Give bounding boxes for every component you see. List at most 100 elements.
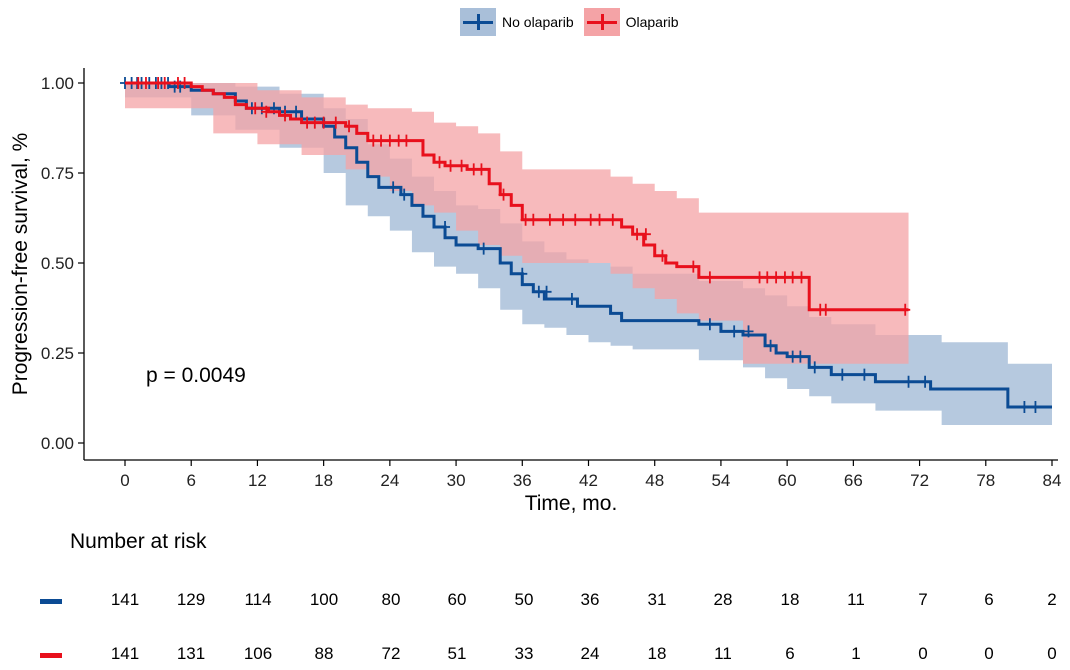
risk-cell: 141 xyxy=(110,590,140,609)
censor-mark-olaparib xyxy=(318,116,329,129)
risk-cell: 129 xyxy=(176,590,206,609)
censor-mark-no-olaparib xyxy=(440,221,451,233)
risk-cell: 1 xyxy=(851,644,861,663)
x-tick-label: 78 xyxy=(976,471,995,490)
risk-cell: 131 xyxy=(176,644,206,663)
risk-cell: 0 xyxy=(918,644,928,663)
risk-cell: 80 xyxy=(381,590,401,609)
censor-mark-no-olaparib xyxy=(1030,401,1041,413)
censor-mark-no-olaparib xyxy=(903,375,914,388)
x-tick-label: 0 xyxy=(120,471,129,490)
censor-mark-no-olaparib xyxy=(291,105,302,118)
censor-mark-olaparib xyxy=(159,77,170,89)
censor-mark-olaparib xyxy=(594,213,605,226)
risk-cell: 11 xyxy=(714,644,732,663)
censor-mark-olaparib xyxy=(688,260,699,273)
x-tick-label: 24 xyxy=(380,471,399,490)
risk-cell: 31 xyxy=(647,590,667,609)
risk-cell: 6 xyxy=(785,644,795,663)
risk-cell: 51 xyxy=(447,644,467,663)
censor-mark-no-olaparib xyxy=(920,375,931,388)
censor-mark-olaparib xyxy=(607,213,618,226)
censor-mark-olaparib xyxy=(498,188,509,201)
risk-cell: 33 xyxy=(514,644,534,663)
censor-mark-no-olaparib xyxy=(517,267,528,280)
censor-mark-no-olaparib xyxy=(1019,401,1030,413)
x-tick-label: 48 xyxy=(645,471,664,490)
censor-mark-no-olaparib xyxy=(765,339,776,352)
censor-mark-olaparib xyxy=(762,271,773,284)
censor-mark-olaparib xyxy=(704,271,715,284)
censor-mark-no-olaparib xyxy=(388,181,399,194)
survival-curve-no-olaparib xyxy=(125,81,1052,409)
censor-mark-no-olaparib xyxy=(566,293,577,305)
x-tick-label: 66 xyxy=(844,471,863,490)
censor-mark-olaparib xyxy=(771,271,782,284)
censor-mark-olaparib xyxy=(179,77,190,89)
risk-table-title: Number at risk xyxy=(70,530,207,553)
censor-mark-olaparib xyxy=(558,213,569,226)
risk-cell: 50 xyxy=(514,590,534,609)
censor-mark-no-olaparib xyxy=(859,368,870,381)
censor-mark-no-olaparib xyxy=(478,242,489,255)
censor-mark-no-olaparib xyxy=(795,350,806,363)
y-tick-label: 0.50 xyxy=(41,254,74,273)
censor-mark-olaparib xyxy=(261,105,272,118)
y-tick-label: 0.00 xyxy=(41,434,74,453)
censor-mark-olaparib xyxy=(900,303,911,316)
censor-mark-olaparib xyxy=(657,249,668,262)
censor-mark-olaparib xyxy=(445,159,456,172)
censor-mark-olaparib xyxy=(640,228,651,241)
censor-mark-olaparib xyxy=(796,271,807,284)
censor-mark-olaparib xyxy=(384,134,395,147)
censor-mark-no-olaparib xyxy=(743,325,754,338)
risk-cell: 60 xyxy=(447,590,467,609)
risk-cell: 36 xyxy=(580,590,600,609)
risk-cell: 100 xyxy=(309,590,339,609)
censor-mark-olaparib xyxy=(140,77,151,89)
censor-mark-olaparib xyxy=(456,159,467,172)
censor-mark-olaparib xyxy=(528,213,539,226)
risk-swatch-no-olaparib xyxy=(40,599,62,604)
censor-mark-olaparib xyxy=(309,116,320,129)
y-tick-label: 1.00 xyxy=(41,74,74,93)
x-tick-label: 42 xyxy=(579,471,598,490)
x-tick-label: 6 xyxy=(186,471,195,490)
censor-mark-no-olaparib xyxy=(729,325,740,338)
risk-cell: 24 xyxy=(580,644,600,663)
x-axis-title: Time, mo. xyxy=(525,492,618,515)
x-tick-label: 84 xyxy=(1043,471,1062,490)
p-value-annotation: p = 0.0049 xyxy=(146,364,246,387)
censor-mark-no-olaparib xyxy=(399,188,410,201)
y-tick-label: 0.25 xyxy=(41,344,74,363)
risk-cell: 106 xyxy=(243,644,273,663)
y-tick-label: 0.75 xyxy=(41,164,74,183)
risk-cell: 114 xyxy=(244,590,272,609)
y-axis-title: Progression-free survival, % xyxy=(9,133,32,396)
risk-cell: 0 xyxy=(984,644,994,663)
survival-curve-olaparib xyxy=(125,81,909,312)
censor-mark-olaparib xyxy=(280,109,291,122)
censor-mark-olaparib xyxy=(250,102,261,115)
risk-row-olaparib: 141 131 106 88 72 51 33 24 18 11 6 1 0 0… xyxy=(0,640,1070,670)
legend-label-olaparib: Olaparib xyxy=(625,14,679,30)
risk-cell: 72 xyxy=(381,644,401,663)
risk-cell: 18 xyxy=(780,590,800,609)
censor-mark-olaparib xyxy=(570,213,581,226)
censor-mark-no-olaparib xyxy=(541,285,552,298)
censor-mark-olaparib xyxy=(401,134,412,147)
risk-cell: 7 xyxy=(918,590,928,609)
censor-mark-olaparib xyxy=(376,134,387,147)
x-tick-label: 30 xyxy=(447,471,466,490)
legend-item-no-olaparib[interactable]: No olaparib xyxy=(460,8,574,36)
x-tick-label: 18 xyxy=(314,471,333,490)
legend-item-olaparib[interactable]: Olaparib xyxy=(583,8,679,36)
censor-mark-no-olaparib xyxy=(809,361,820,374)
ci-band-olaparib xyxy=(125,83,909,364)
censor-mark-olaparib xyxy=(476,163,487,176)
x-tick-label: 60 xyxy=(778,471,797,490)
risk-row-no-olaparib: 141 129 114 100 80 60 50 36 31 28 18 11 … xyxy=(0,586,1070,616)
x-tick-label: 54 xyxy=(711,471,730,490)
risk-cell: 28 xyxy=(713,590,733,609)
x-tick-label: 12 xyxy=(248,471,267,490)
